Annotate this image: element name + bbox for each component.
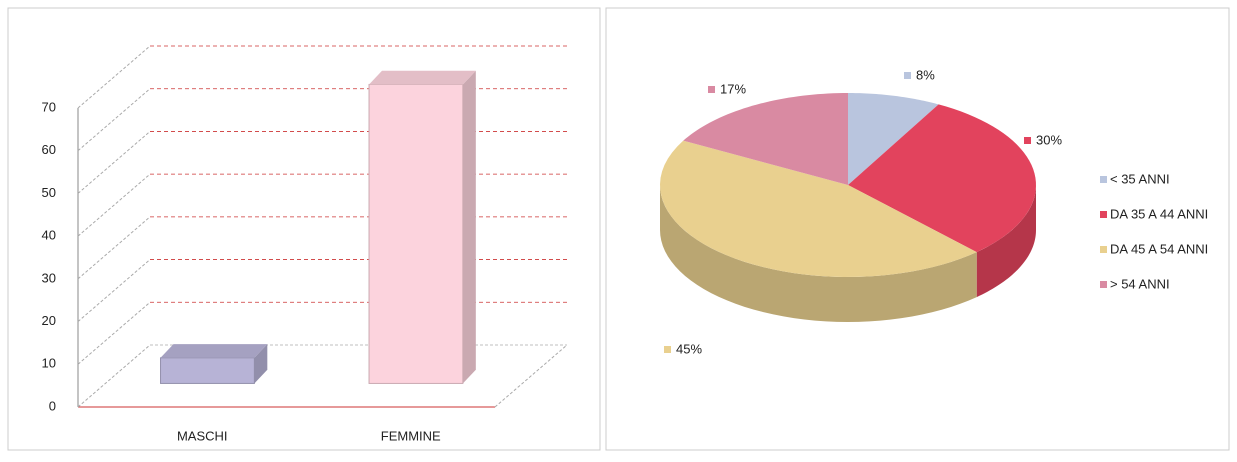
pie-side bbox=[660, 185, 977, 322]
label-swatch bbox=[904, 72, 911, 79]
label-swatch bbox=[1024, 137, 1031, 144]
pie-slice bbox=[660, 140, 977, 277]
x-tick-label: MASCHI bbox=[177, 428, 228, 443]
y-tick-label: 30 bbox=[42, 270, 56, 285]
grid-line bbox=[77, 344, 151, 408]
bar-side bbox=[254, 344, 268, 384]
y-tick-label: 60 bbox=[42, 142, 56, 157]
bar-front bbox=[368, 83, 464, 384]
legend-label: > 54 ANNI bbox=[1110, 276, 1170, 291]
pie-side bbox=[976, 185, 1036, 298]
bar-top bbox=[160, 344, 268, 358]
y-tick-label: 10 bbox=[42, 356, 56, 371]
grid-line bbox=[77, 259, 151, 322]
y-tick-label: 0 bbox=[49, 398, 56, 413]
pie-slice bbox=[848, 104, 1036, 253]
data-label: 30% bbox=[1036, 132, 1062, 147]
data-label: 17% bbox=[720, 81, 746, 96]
legend-swatch bbox=[1100, 176, 1107, 183]
grid-line bbox=[77, 131, 151, 194]
label-swatch bbox=[664, 346, 671, 353]
y-tick-label: 50 bbox=[42, 185, 56, 200]
y-tick-label: 40 bbox=[42, 228, 56, 243]
legend-swatch bbox=[1100, 246, 1107, 253]
grid-line bbox=[77, 45, 151, 109]
legend-label: < 35 ANNI bbox=[1110, 171, 1170, 186]
pie-slice bbox=[848, 93, 939, 185]
panel-left bbox=[7, 7, 601, 451]
bar-front bbox=[160, 357, 255, 384]
legend-swatch bbox=[1100, 281, 1107, 288]
data-label: 45% bbox=[676, 341, 702, 356]
grid-line bbox=[77, 173, 151, 237]
legend-label: DA 45 A 54 ANNI bbox=[1110, 241, 1208, 256]
grid-line bbox=[77, 216, 151, 280]
label-swatch bbox=[708, 86, 715, 93]
y-tick-label: 70 bbox=[42, 99, 56, 114]
grid-line bbox=[77, 301, 151, 365]
data-label: 8% bbox=[916, 67, 935, 82]
bar-side bbox=[462, 70, 476, 384]
pie-slice bbox=[683, 93, 848, 185]
grid-line bbox=[77, 88, 151, 152]
legend-swatch bbox=[1100, 211, 1107, 218]
floor-right bbox=[494, 344, 568, 408]
y-tick-label: 20 bbox=[42, 313, 56, 328]
legend-label: DA 35 A 44 ANNI bbox=[1110, 206, 1208, 221]
bar-top bbox=[369, 70, 476, 85]
x-tick-label: FEMMINE bbox=[381, 428, 441, 443]
panel-right bbox=[605, 7, 1230, 451]
